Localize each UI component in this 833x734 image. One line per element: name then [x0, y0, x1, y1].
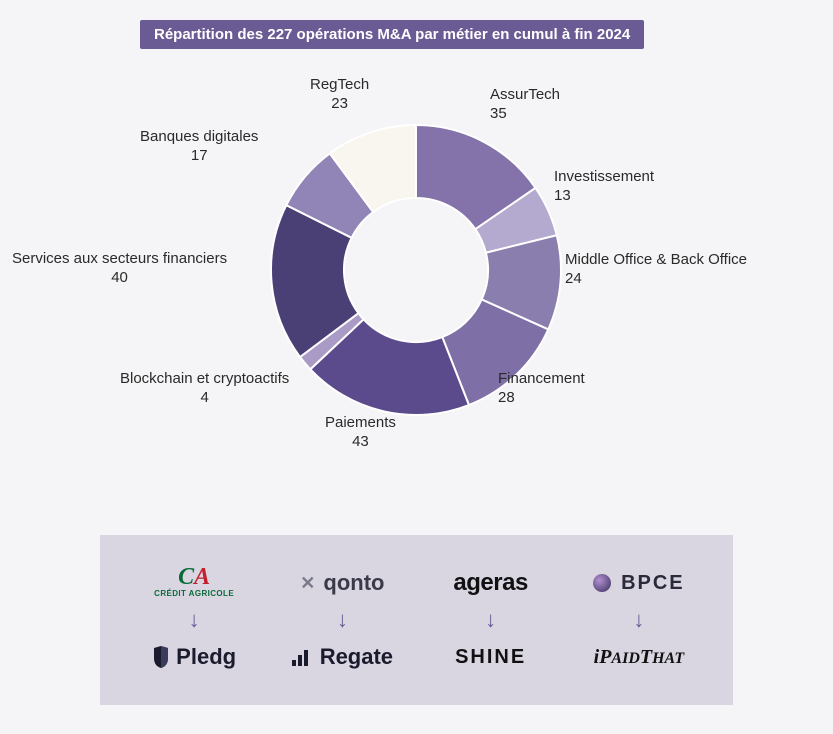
logo-text: Regate: [320, 644, 393, 670]
target-logo: Pledg: [152, 639, 236, 675]
slice-label-name: Banques digitales: [140, 128, 258, 147]
slice-label-value: 4: [120, 389, 289, 408]
slice-label-name: RegTech: [310, 76, 369, 95]
slice-label-name: Investissement: [554, 168, 654, 187]
regate-bars-icon: [292, 648, 314, 666]
slice-label: Financement28: [498, 370, 585, 408]
logos-panel: CA CRÉDIT AGRICOLE ↓ Pledg ✕ qonto ↓ Regate ager…: [100, 535, 733, 705]
target-logo: Regate: [292, 639, 393, 675]
logo-pair: ✕ qonto ↓ Regate: [268, 565, 416, 675]
slice-label-name: Financement: [498, 370, 585, 389]
logo-text: CRÉDIT AGRICOLE: [154, 590, 234, 598]
slice-label-value: 17: [140, 147, 258, 166]
slice-label: Investissement13: [554, 168, 654, 206]
logo-text: Pledg: [176, 644, 236, 670]
bpce-dot-icon: [593, 574, 611, 592]
slice-label-value: 43: [325, 433, 396, 452]
slice-label: RegTech23: [310, 76, 369, 114]
donut-chart-area: Répartition des 227 opérations M&A par m…: [0, 0, 833, 480]
slice-label-value: 28: [498, 389, 585, 408]
slice-label-value: 40: [12, 269, 227, 288]
logo-text: SHINE: [455, 646, 526, 669]
ca-monogram-icon: CA: [178, 568, 210, 587]
arrow-down-icon: ↓: [633, 609, 644, 631]
arrow-down-icon: ↓: [337, 609, 348, 631]
slice-label: Banques digitales17: [140, 128, 258, 166]
slice-label-value: 24: [565, 270, 747, 289]
slice-label-value: 35: [490, 105, 560, 124]
acquirer-logo: CA CRÉDIT AGRICOLE: [154, 565, 234, 601]
logo-pair: ageras ↓ SHINE: [417, 565, 565, 675]
slice-label: Middle Office & Back Office24: [565, 251, 747, 289]
slice-label-name: Services aux secteurs financiers: [12, 250, 227, 269]
acquirer-logo: BPCE: [593, 565, 685, 601]
qonto-x-icon: ✕: [300, 573, 315, 594]
logo-text: BPCE: [621, 572, 685, 595]
slice-label: Services aux secteurs financiers40: [12, 250, 227, 288]
target-logo: SHINE: [455, 639, 526, 675]
logo-pair: BPCE ↓ iPAIDTHAT: [565, 565, 713, 675]
logo-text: ageras: [453, 569, 527, 597]
slice-label-value: 23: [310, 95, 369, 114]
slice-label: Paiements43: [325, 414, 396, 452]
logo-text: qonto: [323, 570, 384, 596]
slice-label-name: AssurTech: [490, 86, 560, 105]
chart-title-banner: Répartition des 227 opérations M&A par m…: [140, 20, 644, 49]
slice-label: AssurTech35: [490, 86, 560, 124]
slice-label-name: Paiements: [325, 414, 396, 433]
slice-label-name: Middle Office & Back Office: [565, 251, 747, 270]
logo-text: iPAIDTHAT: [594, 646, 684, 669]
arrow-down-icon: ↓: [189, 609, 200, 631]
target-logo: iPAIDTHAT: [594, 639, 684, 675]
acquirer-logo: ageras: [453, 565, 527, 601]
slice-label-value: 13: [554, 187, 654, 206]
arrow-down-icon: ↓: [485, 609, 496, 631]
acquirer-logo: ✕ qonto: [300, 565, 384, 601]
pledg-shield-icon: [152, 646, 170, 668]
slice-label-name: Blockchain et cryptoactifs: [120, 370, 289, 389]
logo-pair: CA CRÉDIT AGRICOLE ↓ Pledg: [120, 565, 268, 675]
slice-label: Blockchain et cryptoactifs4: [120, 370, 289, 408]
